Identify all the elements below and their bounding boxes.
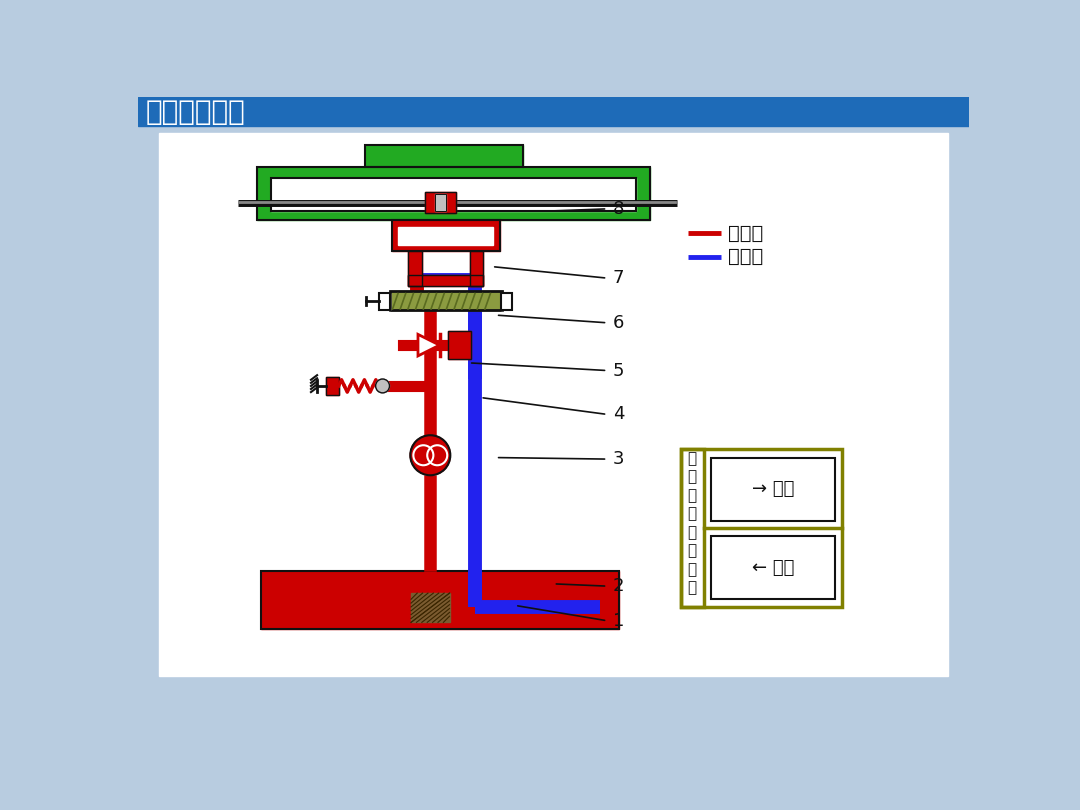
Text: 置: 置 [688,580,697,595]
Text: 阀: 阀 [688,544,697,558]
Circle shape [410,435,450,475]
Bar [159,134,948,676]
Text: 请: 请 [688,451,697,466]
Bar [271,178,636,211]
Bar [448,331,471,359]
Text: 4: 4 [612,406,624,424]
Text: ← 左位: ← 左位 [752,559,794,577]
Bar [261,571,619,629]
Bar [138,97,970,126]
Bar [390,292,502,310]
Bar [712,458,835,521]
Circle shape [376,379,390,393]
Bar [392,220,500,251]
Bar [501,292,512,309]
Bar [448,331,471,359]
Text: 换: 换 [688,506,697,522]
Bar [408,251,422,286]
Text: 回油路: 回油路 [728,247,764,266]
Bar [261,571,619,629]
Circle shape [428,446,447,465]
Text: 1: 1 [612,612,624,630]
Bar [408,275,484,286]
Bar [326,377,339,395]
Bar [365,145,523,167]
Text: 5: 5 [612,361,624,380]
Bar [424,192,456,214]
Bar [424,192,456,214]
Text: 7: 7 [612,269,624,288]
Bar [397,227,494,245]
Polygon shape [418,335,440,356]
Text: 3: 3 [612,450,624,468]
Bar [271,178,636,211]
Text: 2: 2 [612,578,624,595]
Bar [392,220,500,251]
Bar [470,251,484,286]
Text: 8: 8 [612,200,624,218]
Bar [408,251,422,286]
Text: → 右位: → 右位 [752,480,794,498]
Bar [379,292,390,309]
Bar [379,292,390,309]
Bar [411,593,449,622]
Bar [712,536,835,599]
Bar [365,145,523,167]
Text: 位: 位 [688,561,697,577]
Bar [680,449,842,607]
Text: 择: 择 [688,488,697,503]
Bar [680,449,704,607]
Bar [435,194,446,211]
Bar [257,167,650,220]
Text: 选: 选 [688,469,697,484]
Bar [408,275,484,286]
Bar [501,292,512,309]
Bar [470,251,484,286]
Bar [326,377,339,395]
Bar [435,194,446,211]
Text: 6: 6 [612,313,624,332]
Bar [257,167,650,220]
Text: 双杆式活塞缸: 双杆式活塞缸 [146,98,245,126]
Text: 向: 向 [688,525,697,539]
Text: 进油路: 进油路 [728,224,764,243]
Circle shape [414,446,433,465]
Bar [390,292,502,310]
